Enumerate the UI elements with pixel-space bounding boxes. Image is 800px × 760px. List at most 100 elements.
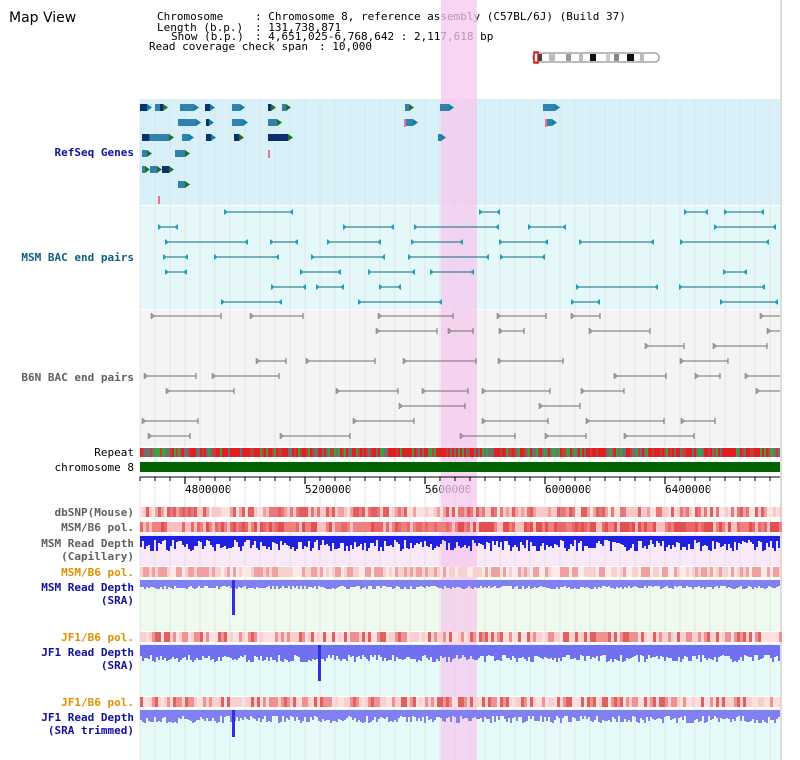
bac-end xyxy=(294,239,298,245)
dbsnp-cell xyxy=(362,507,365,517)
repeat-segment xyxy=(632,448,634,457)
track-label-jf1-pol[interactable]: JF1/B6 pol. xyxy=(61,631,134,644)
polymorphism-cell xyxy=(329,632,332,642)
depth-bar xyxy=(534,536,536,546)
track-label-b6n-bac[interactable]: B6N BAC end pairs xyxy=(21,371,134,384)
depth-bar xyxy=(270,580,272,589)
track-label-jf1-pol-2[interactable]: JF1/B6 pol. xyxy=(61,696,134,709)
depth-bar xyxy=(692,536,694,549)
repeat-segment xyxy=(642,448,644,457)
bac-end xyxy=(459,432,465,440)
depth-bar xyxy=(280,580,282,588)
depth-bar xyxy=(556,536,558,545)
polymorphism-cell xyxy=(224,697,227,707)
polymorphism-cell xyxy=(506,522,509,532)
repeat-segment xyxy=(252,448,254,457)
polymorphism-cell xyxy=(527,522,530,532)
depth-bar xyxy=(500,645,502,661)
dbsnp-cell xyxy=(326,507,329,517)
polymorphism-cell xyxy=(386,632,389,642)
polymorphism-cell xyxy=(575,522,578,532)
polymorphism-cell xyxy=(437,697,440,707)
depth-bar xyxy=(378,580,380,586)
depth-bar xyxy=(320,536,322,545)
polymorphism-cell xyxy=(500,632,503,642)
depth-bar xyxy=(680,580,682,586)
bac-end xyxy=(244,239,248,245)
depth-bar xyxy=(390,536,392,545)
dbsnp-cell xyxy=(260,507,263,517)
depth-bar xyxy=(742,710,744,716)
polymorphism-cell xyxy=(602,632,605,642)
depth-bar xyxy=(588,645,590,656)
polymorphism-cell xyxy=(698,632,701,642)
repeat-segment xyxy=(648,448,650,457)
depth-bar xyxy=(456,580,458,587)
track-label-msm-pol[interactable]: MSM/B6 pol. xyxy=(61,521,134,534)
track-label-dbsnp[interactable]: dbSNP(Mouse) xyxy=(54,506,134,519)
track-label-msm-depth-sra[interactable]: MSM Read Depth (SRA) xyxy=(41,581,134,607)
depth-bar xyxy=(752,645,754,661)
polymorphism-cell xyxy=(545,522,548,532)
polymorphism-cell xyxy=(293,697,296,707)
polymorphism-cell xyxy=(581,632,584,642)
depth-bar xyxy=(508,536,510,545)
polymorphism-cell xyxy=(548,567,551,577)
depth-bar xyxy=(728,645,730,656)
depth-bar xyxy=(740,710,742,721)
repeat-segment xyxy=(756,448,758,457)
depth-bar xyxy=(416,580,418,587)
track-label-msm-depth-capillary[interactable]: MSM Read Depth (Capillary) xyxy=(41,537,134,563)
depth-bar xyxy=(694,536,696,540)
depth-bar xyxy=(324,536,326,545)
track-label-refseq[interactable]: RefSeq Genes xyxy=(54,146,134,159)
depth-bar xyxy=(664,645,666,661)
chromosome-ideogram[interactable] xyxy=(532,51,660,64)
repeat-segment xyxy=(580,448,582,457)
track-label-msm-bac[interactable]: MSM BAC end pairs xyxy=(21,251,134,264)
polymorphism-cell xyxy=(524,697,527,707)
repeat-segment xyxy=(198,448,200,457)
repeat-segment xyxy=(184,448,186,457)
depth-bar xyxy=(182,580,184,588)
depth-bar xyxy=(318,710,320,721)
depth-bar xyxy=(436,645,438,659)
repeat-segment xyxy=(712,448,714,457)
depth-bar xyxy=(736,580,738,588)
track-label-msm-pol-2[interactable]: MSM/B6 pol. xyxy=(61,566,134,579)
dbsnp-cell xyxy=(593,507,596,517)
gene-mark xyxy=(545,119,547,127)
depth-bar xyxy=(342,645,344,659)
polymorphism-cell xyxy=(230,567,233,577)
depth-bar xyxy=(548,580,550,588)
track-label-jf1-depth-trimmed[interactable]: JF1 Read Depth (SRA trimmed) xyxy=(41,711,134,737)
depth-bar xyxy=(214,536,216,551)
depth-bar xyxy=(576,645,578,660)
depth-bar xyxy=(174,536,176,549)
depth-bar xyxy=(254,710,256,719)
depth-bar xyxy=(524,536,526,548)
polymorphism-cell xyxy=(710,567,713,577)
gene-feature xyxy=(142,150,147,157)
depth-bar xyxy=(564,645,566,657)
depth-bar xyxy=(570,645,572,659)
polymorphism-cell xyxy=(539,632,542,642)
polymorphism-cell xyxy=(497,522,500,532)
depth-bar xyxy=(632,645,634,657)
polymorphism-cell xyxy=(656,632,659,642)
depth-bar xyxy=(578,580,580,589)
track-label-jf1-depth-sra[interactable]: JF1 Read Depth (SRA) xyxy=(41,646,134,672)
gene-feature xyxy=(178,181,185,188)
depth-bar xyxy=(566,710,568,716)
depth-bar xyxy=(512,536,514,547)
polymorphism-cell xyxy=(242,632,245,642)
depth-bar xyxy=(200,710,202,717)
polymorphism-cell xyxy=(311,632,314,642)
depth-bar xyxy=(738,645,740,660)
depth-bar xyxy=(696,645,698,659)
depth-bar xyxy=(670,536,672,549)
depth-bar xyxy=(422,580,424,587)
depth-bar xyxy=(696,710,698,719)
polymorphism-cell xyxy=(167,522,170,532)
